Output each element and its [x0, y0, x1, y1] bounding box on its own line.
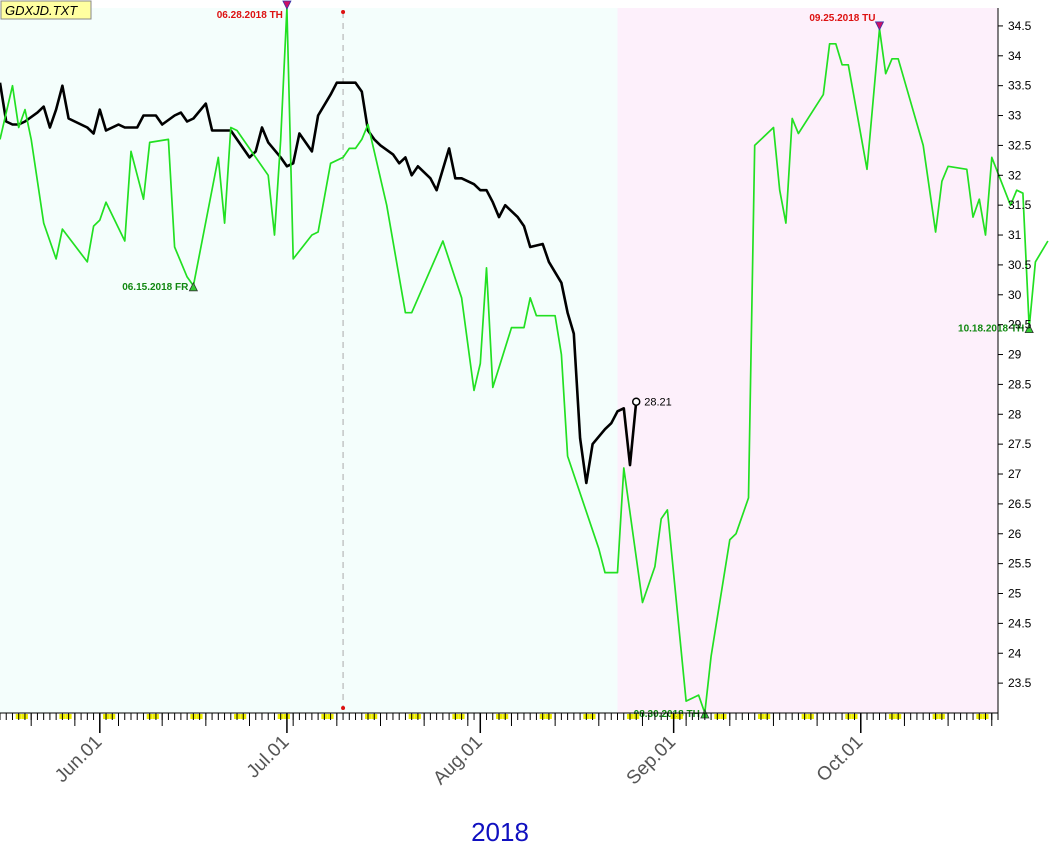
series-line-0	[0, 81, 638, 485]
y-tick-label-2: 24.5	[1008, 616, 1032, 630]
x-tick-label-0: Jun.01	[51, 732, 106, 787]
y-tick-label-15: 31	[1008, 228, 1022, 242]
title-background	[0, 0, 92, 20]
y-tick-label-4: 25.5	[1008, 557, 1032, 571]
title-box: GDXJD.TXT	[0, 0, 92, 20]
y-tick-label-13: 30	[1008, 288, 1022, 302]
y-tick-label-3: 25	[1008, 587, 1022, 601]
high-marker-2	[874, 21, 885, 31]
last-value-label: 28.21	[644, 397, 672, 409]
y-tick-label-14: 30.5	[1008, 258, 1032, 272]
y-tick-label-10: 28.5	[1008, 377, 1032, 391]
x-tick-label-1: Jul.01	[243, 732, 294, 783]
y-tick-label-18: 32.5	[1008, 138, 1032, 152]
last-value-marker	[631, 397, 641, 406]
y-tick-label-8: 27.5	[1008, 437, 1032, 451]
y-tick-label-22: 34.5	[1008, 19, 1032, 33]
y-tick-label-11: 29	[1008, 348, 1022, 362]
vertical-line-top-dot	[341, 10, 346, 14]
y-tick-label-17: 32	[1008, 168, 1022, 182]
low-label-1: 06.15.2018 FR	[122, 282, 189, 293]
y-tick-label-0: 23.5	[1008, 676, 1032, 690]
x-tick-label-3: Sep.01	[623, 732, 680, 789]
vertical-line-bottom-dot	[341, 706, 346, 710]
region-0	[0, 8, 618, 713]
high-marker-0	[282, 0, 292, 10]
x-tick-label-2: Aug.01	[429, 732, 486, 789]
y-tick-label-19: 33	[1008, 109, 1022, 123]
y-tick-label-7: 27	[1008, 467, 1022, 481]
low-label-3: 08.30.2018 TH	[634, 709, 700, 720]
background-regions	[0, 8, 998, 713]
series-line-1	[0, 7, 1049, 714]
low-marker-1	[188, 281, 199, 292]
low-marker-4	[1024, 323, 1034, 334]
chart-title: GDXJD.TXT	[5, 3, 78, 18]
high-label-0: 06.28.2018 TH	[217, 10, 283, 21]
series-lines	[0, 7, 1049, 714]
y-tick-label-21: 34	[1008, 49, 1022, 63]
region-1	[617, 8, 998, 713]
y-tick-label-1: 24	[1008, 646, 1022, 660]
y-tick-label-6: 26.5	[1008, 497, 1032, 511]
y-tick-label-5: 26	[1008, 527, 1022, 541]
year-label: 2018	[471, 817, 529, 847]
y-tick-label-9: 28	[1008, 407, 1022, 421]
vertical-marker	[341, 10, 346, 710]
x-tick-label-4: Oct.01	[813, 732, 867, 786]
low-label-4: 10.18.2018 TH	[958, 324, 1024, 335]
y-tick-label-12: 29.5	[1008, 318, 1032, 332]
y-tick-label-16: 31.5	[1008, 198, 1032, 212]
y-tick-label-20: 33.5	[1008, 79, 1032, 93]
high-label-2: 09.25.2018 TU	[809, 13, 875, 24]
